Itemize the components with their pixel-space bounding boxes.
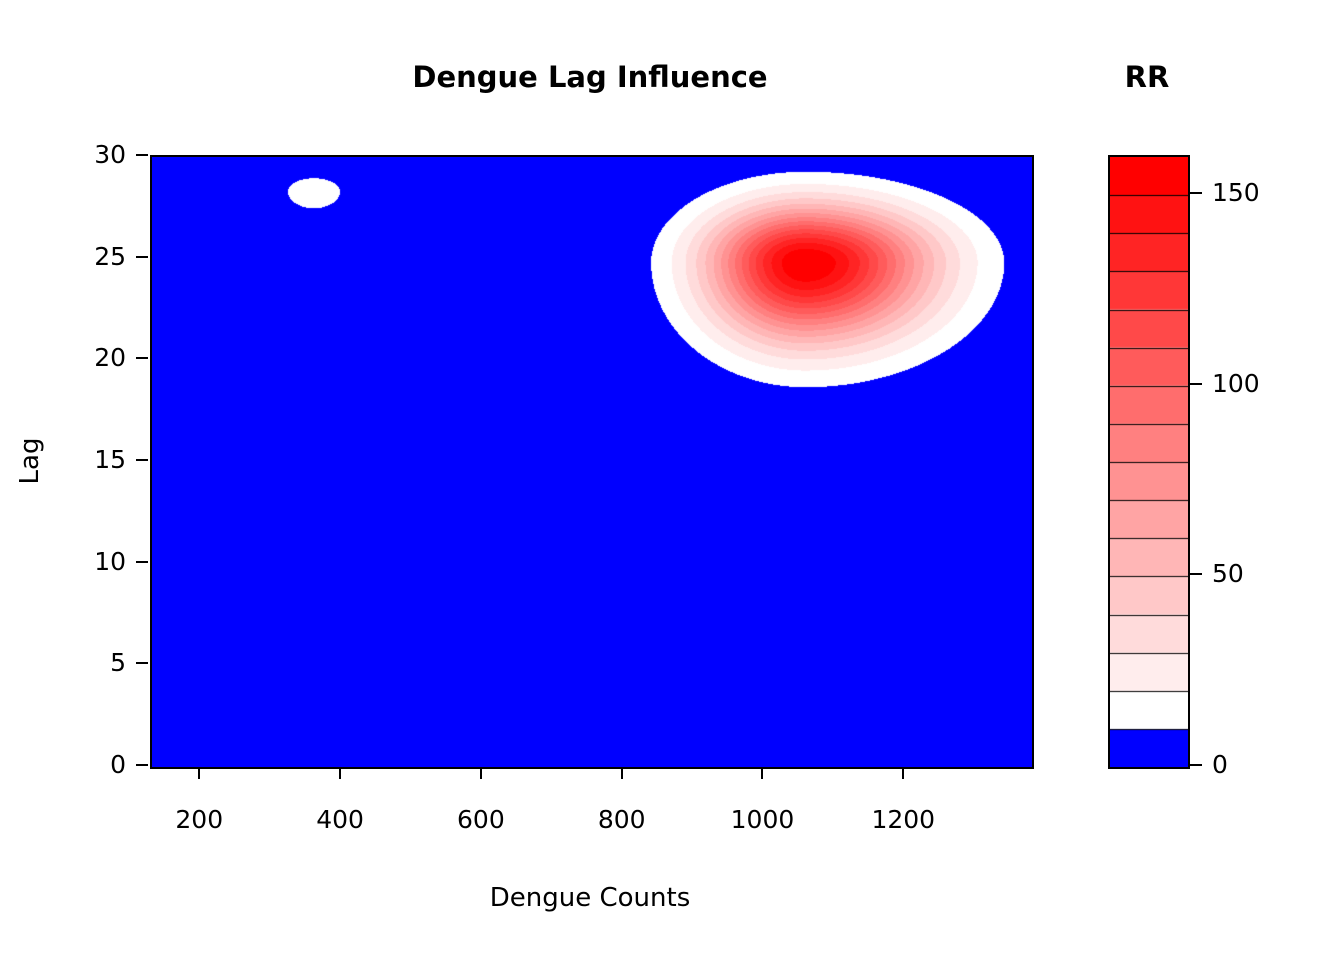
legend-tick-mark	[1190, 382, 1202, 385]
x-tick-mark	[902, 767, 905, 779]
legend-tick-label: 100	[1212, 368, 1260, 398]
y-tick-label: 10	[94, 546, 126, 576]
y-tick-mark	[136, 560, 148, 563]
x-tick-label: 200	[175, 805, 224, 834]
x-axis-title: Dengue Counts	[489, 883, 691, 913]
y-tick-label: 15	[94, 445, 126, 474]
y-tick-label: 5	[110, 648, 126, 678]
legend-tick-mark	[1190, 573, 1202, 576]
legend-colorbar-canvas	[1108, 155, 1190, 769]
y-tick-mark	[136, 764, 148, 766]
y-tick-mark	[136, 357, 148, 360]
y-tick-mark	[136, 662, 148, 665]
y-tick-label: 20	[94, 343, 126, 373]
x-tick-label: 400	[316, 805, 364, 834]
y-tick-mark	[136, 459, 148, 461]
legend-tick-label: 50	[1212, 559, 1244, 589]
legend-tick-mark	[1190, 764, 1202, 766]
legend-tick-label: 150	[1212, 178, 1260, 208]
x-tick-mark	[620, 767, 623, 779]
legend-tick-label: 0	[1212, 750, 1228, 779]
y-tick-label: 25	[94, 241, 126, 271]
x-tick-mark	[198, 767, 201, 779]
y-tick-mark	[136, 255, 148, 258]
x-tick-mark	[479, 767, 482, 779]
x-tick-label: 1200	[871, 805, 936, 834]
legend-title: RR	[1124, 60, 1170, 94]
chart-title: Dengue Lag Influence	[412, 60, 768, 94]
y-tick-label: 30	[94, 140, 126, 169]
x-tick-label: 800	[597, 805, 646, 834]
contour-plot-canvas	[150, 155, 1034, 769]
x-tick-label: 600	[457, 805, 505, 834]
x-tick-mark	[339, 767, 342, 779]
y-tick-mark	[136, 154, 148, 156]
x-tick-label: 1000	[730, 805, 795, 834]
y-axis-title: Lag	[15, 437, 45, 485]
y-tick-label: 0	[110, 750, 126, 779]
x-tick-mark	[761, 767, 764, 779]
legend-tick-mark	[1190, 192, 1202, 195]
